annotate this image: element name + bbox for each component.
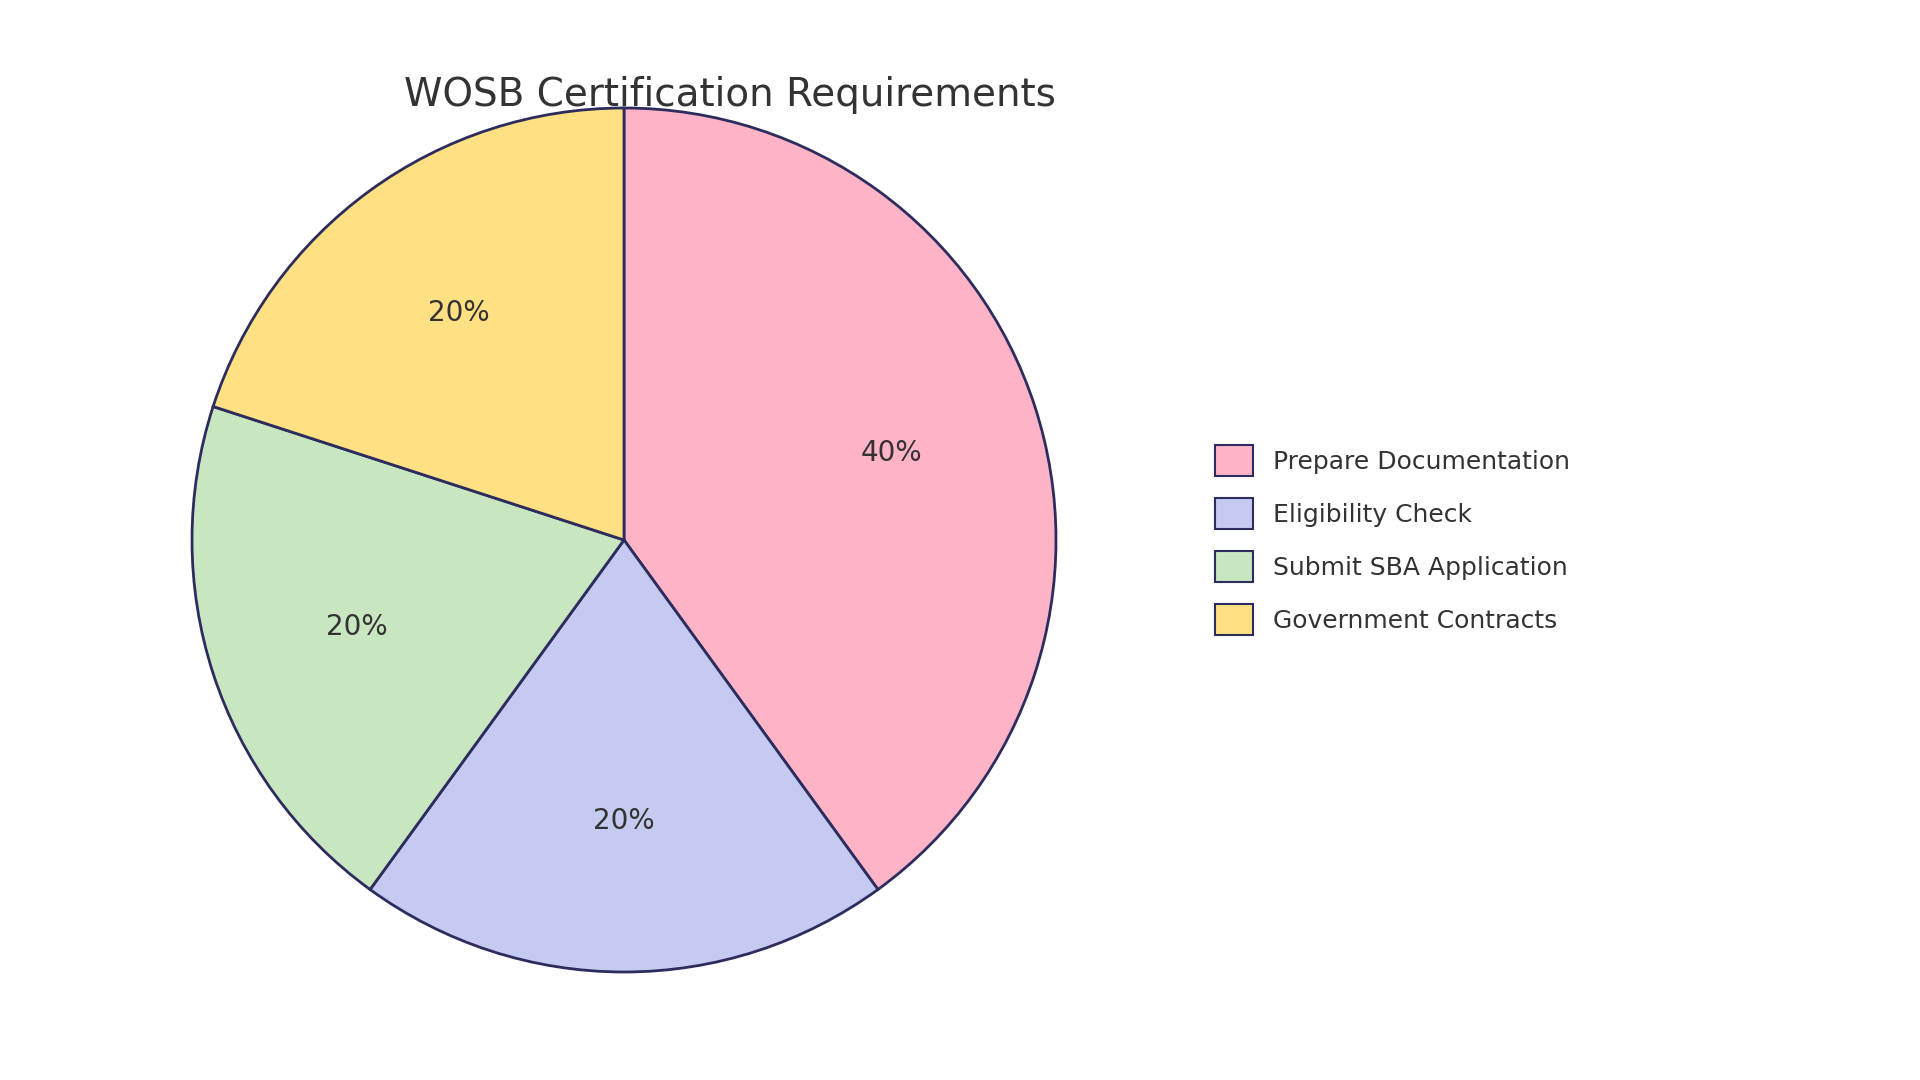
Text: WOSB Certification Requirements: WOSB Certification Requirements [403, 76, 1056, 113]
Text: 20%: 20% [428, 299, 490, 327]
Wedge shape [624, 108, 1056, 890]
Wedge shape [192, 406, 624, 890]
Wedge shape [213, 108, 624, 540]
Text: 20%: 20% [593, 807, 655, 835]
Legend: Prepare Documentation, Eligibility Check, Submit SBA Application, Government Con: Prepare Documentation, Eligibility Check… [1204, 433, 1582, 647]
Text: 20%: 20% [326, 612, 388, 640]
Wedge shape [371, 540, 877, 972]
Text: 40%: 40% [860, 440, 922, 468]
